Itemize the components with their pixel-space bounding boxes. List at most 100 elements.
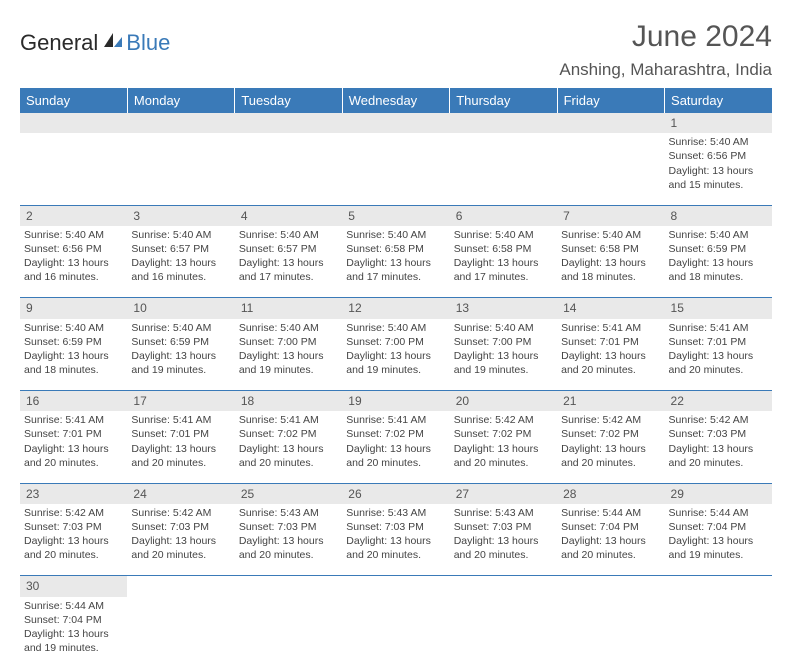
sunrise-text: Sunrise: 5:43 AM <box>239 506 338 520</box>
logo-text-blue: Blue <box>126 30 170 56</box>
title-block: June 2024 Anshing, Maharashtra, India <box>559 20 772 80</box>
day-number-cell: 10 <box>127 298 234 319</box>
sunset-text: Sunset: 7:00 PM <box>454 335 553 349</box>
sunset-text: Sunset: 7:03 PM <box>239 520 338 534</box>
daylight-text: and 20 minutes. <box>24 456 123 470</box>
day-detail-cell: Sunrise: 5:42 AMSunset: 7:02 PMDaylight:… <box>450 411 557 483</box>
day-detail-cell: Sunrise: 5:43 AMSunset: 7:03 PMDaylight:… <box>450 504 557 576</box>
day-number-cell <box>235 576 342 597</box>
daylight-text: and 19 minutes. <box>454 363 553 377</box>
day-number-cell: 1 <box>665 113 772 133</box>
sunset-text: Sunset: 7:03 PM <box>346 520 445 534</box>
day-number: 21 <box>563 394 576 408</box>
day-number: 25 <box>241 487 254 501</box>
sunset-text: Sunset: 7:02 PM <box>561 427 660 441</box>
day-number-cell: 12 <box>342 298 449 319</box>
day-number-cell: 14 <box>557 298 664 319</box>
daylight-text: Daylight: 13 hours <box>24 627 123 641</box>
sunset-text: Sunset: 7:01 PM <box>131 427 230 441</box>
sunrise-text: Sunrise: 5:41 AM <box>239 413 338 427</box>
daylight-text: Daylight: 13 hours <box>561 349 660 363</box>
day-detail-cell <box>127 597 234 669</box>
day-number-cell: 16 <box>20 391 127 412</box>
sunrise-text: Sunrise: 5:41 AM <box>346 413 445 427</box>
daylight-text: Daylight: 13 hours <box>669 442 768 456</box>
day-number: 23 <box>26 487 39 501</box>
sunset-text: Sunset: 7:03 PM <box>131 520 230 534</box>
sunrise-text: Sunrise: 5:40 AM <box>454 228 553 242</box>
day-number-row: 16171819202122 <box>20 391 772 412</box>
day-detail-cell: Sunrise: 5:42 AMSunset: 7:03 PMDaylight:… <box>127 504 234 576</box>
day-number-row: 2345678 <box>20 205 772 226</box>
sunset-text: Sunset: 7:03 PM <box>454 520 553 534</box>
day-number: 1 <box>671 116 678 130</box>
day-number-row: 1 <box>20 113 772 133</box>
day-number-cell: 27 <box>450 483 557 504</box>
day-detail-cell: Sunrise: 5:40 AMSunset: 6:57 PMDaylight:… <box>127 226 234 298</box>
day-detail-cell: Sunrise: 5:40 AMSunset: 6:57 PMDaylight:… <box>235 226 342 298</box>
sunset-text: Sunset: 7:04 PM <box>24 613 123 627</box>
sunset-text: Sunset: 6:58 PM <box>454 242 553 256</box>
day-detail-cell: Sunrise: 5:40 AMSunset: 6:59 PMDaylight:… <box>665 226 772 298</box>
daylight-text: Daylight: 13 hours <box>239 442 338 456</box>
day-header: Sunday <box>20 88 127 113</box>
day-number-cell: 17 <box>127 391 234 412</box>
day-number-cell: 11 <box>235 298 342 319</box>
sunrise-text: Sunrise: 5:42 AM <box>454 413 553 427</box>
sunrise-text: Sunrise: 5:44 AM <box>669 506 768 520</box>
sunrise-text: Sunrise: 5:40 AM <box>454 321 553 335</box>
day-header: Monday <box>127 88 234 113</box>
sunrise-text: Sunrise: 5:43 AM <box>346 506 445 520</box>
day-number-cell: 20 <box>450 391 557 412</box>
daylight-text: and 20 minutes. <box>561 363 660 377</box>
day-number: 11 <box>241 301 253 315</box>
day-number-cell <box>127 576 234 597</box>
daylight-text: Daylight: 13 hours <box>346 256 445 270</box>
day-number-cell: 3 <box>127 205 234 226</box>
sunrise-text: Sunrise: 5:44 AM <box>561 506 660 520</box>
day-detail-cell <box>235 597 342 669</box>
daylight-text: and 18 minutes. <box>24 363 123 377</box>
day-detail-cell: Sunrise: 5:40 AMSunset: 6:56 PMDaylight:… <box>665 133 772 205</box>
day-detail-cell <box>557 133 664 205</box>
sunrise-text: Sunrise: 5:40 AM <box>669 228 768 242</box>
day-number-cell: 25 <box>235 483 342 504</box>
day-number-cell <box>450 576 557 597</box>
day-number-row: 23242526272829 <box>20 483 772 504</box>
day-number-cell <box>450 113 557 133</box>
daylight-text: Daylight: 13 hours <box>131 256 230 270</box>
day-header: Friday <box>557 88 664 113</box>
sunset-text: Sunset: 7:01 PM <box>669 335 768 349</box>
day-detail-cell: Sunrise: 5:40 AMSunset: 7:00 PMDaylight:… <box>342 319 449 391</box>
day-detail-cell <box>342 133 449 205</box>
daylight-text: and 20 minutes. <box>239 548 338 562</box>
day-detail-cell: Sunrise: 5:41 AMSunset: 7:01 PMDaylight:… <box>127 411 234 483</box>
day-detail-cell <box>557 597 664 669</box>
day-number: 29 <box>671 487 684 501</box>
daylight-text: and 19 minutes. <box>239 363 338 377</box>
sunset-text: Sunset: 7:04 PM <box>561 520 660 534</box>
day-number: 12 <box>348 301 361 315</box>
week-row: Sunrise: 5:44 AMSunset: 7:04 PMDaylight:… <box>20 597 772 669</box>
sunset-text: Sunset: 6:58 PM <box>561 242 660 256</box>
daylight-text: Daylight: 13 hours <box>561 534 660 548</box>
daylight-text: Daylight: 13 hours <box>24 534 123 548</box>
day-number-cell: 9 <box>20 298 127 319</box>
day-number-cell: 29 <box>665 483 772 504</box>
day-detail-cell: Sunrise: 5:44 AMSunset: 7:04 PMDaylight:… <box>665 504 772 576</box>
day-number: 18 <box>241 394 254 408</box>
day-number: 3 <box>133 209 140 223</box>
logo: General Blue <box>20 30 170 56</box>
day-number: 6 <box>456 209 463 223</box>
day-number: 28 <box>563 487 576 501</box>
day-number-cell: 26 <box>342 483 449 504</box>
day-detail-cell: Sunrise: 5:41 AMSunset: 7:01 PMDaylight:… <box>557 319 664 391</box>
day-detail-cell <box>450 597 557 669</box>
day-number-cell <box>20 113 127 133</box>
daylight-text: Daylight: 13 hours <box>669 256 768 270</box>
day-number-cell: 28 <box>557 483 664 504</box>
day-detail-cell <box>450 133 557 205</box>
day-number: 8 <box>671 209 678 223</box>
day-number-cell <box>342 576 449 597</box>
daylight-text: Daylight: 13 hours <box>346 442 445 456</box>
